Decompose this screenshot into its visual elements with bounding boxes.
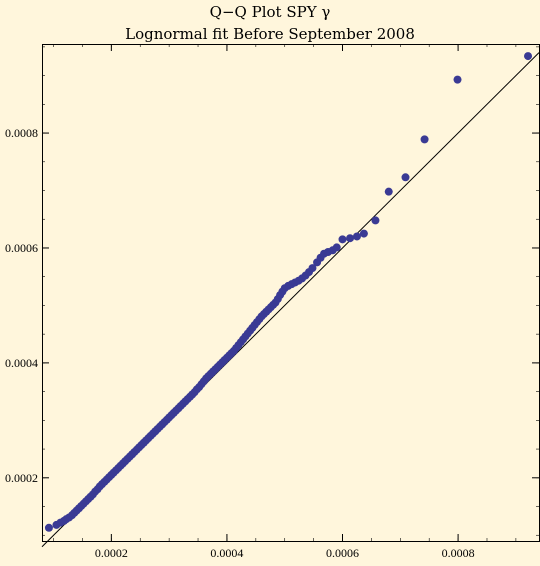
data-point [401,173,410,182]
y-tick-label: 0.0004 [5,356,38,370]
x-tick-label: 0.0004 [210,546,243,560]
chart-title: Q−Q Plot SPY γ [209,3,331,21]
data-point [384,187,393,196]
data-point [332,243,341,252]
x-tick-label: 0.0006 [326,546,359,560]
chart-subtitle: Lognormal fit Before September 2008 [125,25,415,43]
data-point [524,52,533,61]
axis-tick-labels: 0.0002 0.0004 0.0006 0.0008 0.0002 0.0004 0.00… [5,126,475,560]
data-point [352,232,361,241]
data-point [371,216,380,225]
x-tick-label: 0.0002 [95,546,128,560]
data-point [338,235,347,244]
data-point [359,229,368,238]
data-point [420,135,429,144]
axis-ticks [42,44,539,541]
data-point [44,523,53,532]
y-tick-label: 0.0008 [5,126,38,140]
data-point [453,75,462,84]
y-tick-label: 0.0006 [5,241,38,255]
data-points [44,52,533,532]
data-point [308,264,317,273]
x-tick-label: 0.0008 [442,546,475,560]
y-tick-label: 0.0002 [5,471,38,485]
data-point [346,234,355,243]
